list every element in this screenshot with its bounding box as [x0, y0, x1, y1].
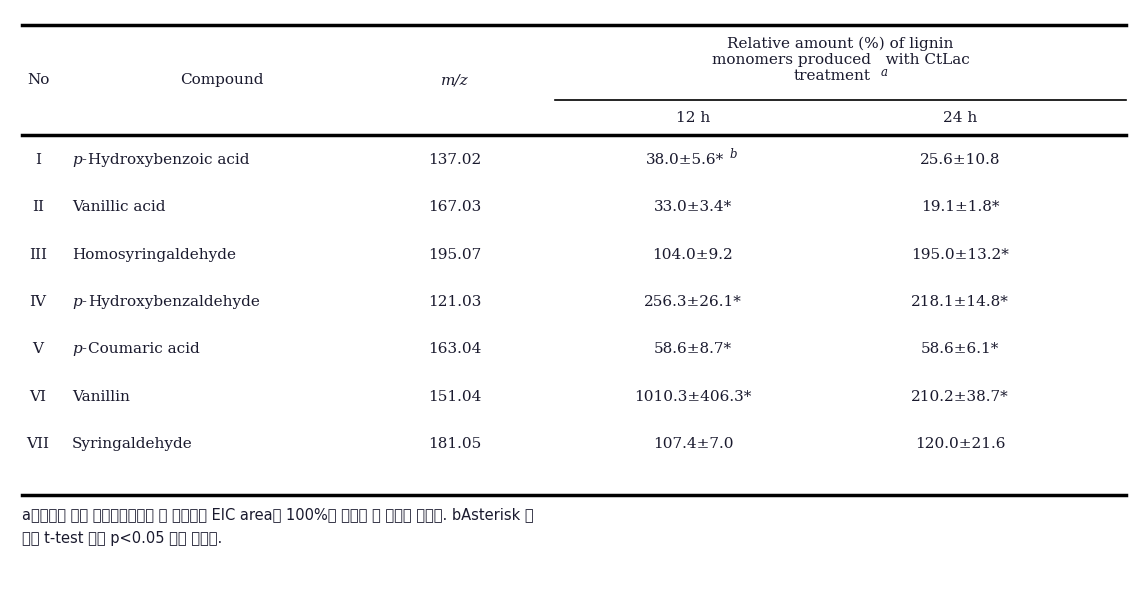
Text: p-: p-	[72, 295, 87, 309]
Text: 104.0±9.2: 104.0±9.2	[652, 248, 734, 262]
Text: 25.6±10.8: 25.6±10.8	[920, 153, 1000, 167]
Text: I: I	[34, 153, 41, 167]
Text: Syringaldehyde: Syringaldehyde	[72, 437, 193, 451]
Text: IV: IV	[30, 295, 47, 309]
Text: 107.4±7.0: 107.4±7.0	[653, 437, 734, 451]
Text: No: No	[26, 73, 49, 87]
Text: 195.07: 195.07	[428, 248, 482, 262]
Text: p-: p-	[72, 153, 87, 167]
Text: 12 h: 12 h	[676, 110, 711, 125]
Text: Homosyringaldehyde: Homosyringaldehyde	[72, 248, 236, 262]
Text: 181.05: 181.05	[428, 437, 482, 451]
Text: V: V	[32, 342, 44, 356]
Text: Relative amount (%) of lignin: Relative amount (%) of lignin	[728, 37, 954, 51]
Text: treatment: treatment	[794, 69, 871, 83]
Text: 58.6±6.1*: 58.6±6.1*	[921, 342, 999, 356]
Text: II: II	[32, 200, 44, 214]
Text: a결과값은 효소 무싸리구에서의 각 화합물의 EIC area을 100%로 하였을 때 증감을 나타냄. bAsterisk 표: a결과값은 효소 무싸리구에서의 각 화합물의 EIC area을 100%로 …	[22, 507, 534, 522]
Text: 137.02: 137.02	[428, 153, 482, 167]
Text: VI: VI	[30, 390, 47, 404]
Text: Hydroxybenzaldehyde: Hydroxybenzaldehyde	[88, 295, 259, 309]
Text: Coumaric acid: Coumaric acid	[88, 342, 200, 356]
Text: 시는 t-test 결과 p<0.05 값을 나타냄.: 시는 t-test 결과 p<0.05 값을 나타냄.	[22, 531, 223, 546]
Text: 151.04: 151.04	[428, 390, 482, 404]
Text: m/z: m/z	[441, 73, 468, 87]
Text: a: a	[881, 66, 887, 79]
Text: monomers produced   with CtLac: monomers produced with CtLac	[712, 53, 969, 67]
Text: 24 h: 24 h	[943, 110, 977, 125]
Text: 121.03: 121.03	[428, 295, 482, 309]
Text: 38.0±5.6*: 38.0±5.6*	[646, 153, 724, 167]
Text: Hydroxybenzoic acid: Hydroxybenzoic acid	[88, 153, 249, 167]
Text: 33.0±3.4*: 33.0±3.4*	[654, 200, 732, 214]
Text: p-: p-	[72, 342, 87, 356]
Text: 210.2±38.7*: 210.2±38.7*	[912, 390, 1009, 404]
Text: 256.3±26.1*: 256.3±26.1*	[644, 295, 742, 309]
Text: III: III	[29, 248, 47, 262]
Text: 218.1±14.8*: 218.1±14.8*	[912, 295, 1009, 309]
Text: VII: VII	[26, 437, 49, 451]
Text: 120.0±21.6: 120.0±21.6	[915, 437, 1006, 451]
Text: 19.1±1.8*: 19.1±1.8*	[921, 200, 999, 214]
Text: 58.6±8.7*: 58.6±8.7*	[654, 342, 732, 356]
Text: Vanillic acid: Vanillic acid	[72, 200, 165, 214]
Text: 195.0±13.2*: 195.0±13.2*	[912, 248, 1009, 262]
Text: 167.03: 167.03	[428, 200, 482, 214]
Text: b: b	[729, 149, 737, 162]
Text: 1010.3±406.3*: 1010.3±406.3*	[635, 390, 752, 404]
Text: Compound: Compound	[180, 73, 264, 87]
Text: 163.04: 163.04	[428, 342, 482, 356]
Text: Vanillin: Vanillin	[72, 390, 130, 404]
